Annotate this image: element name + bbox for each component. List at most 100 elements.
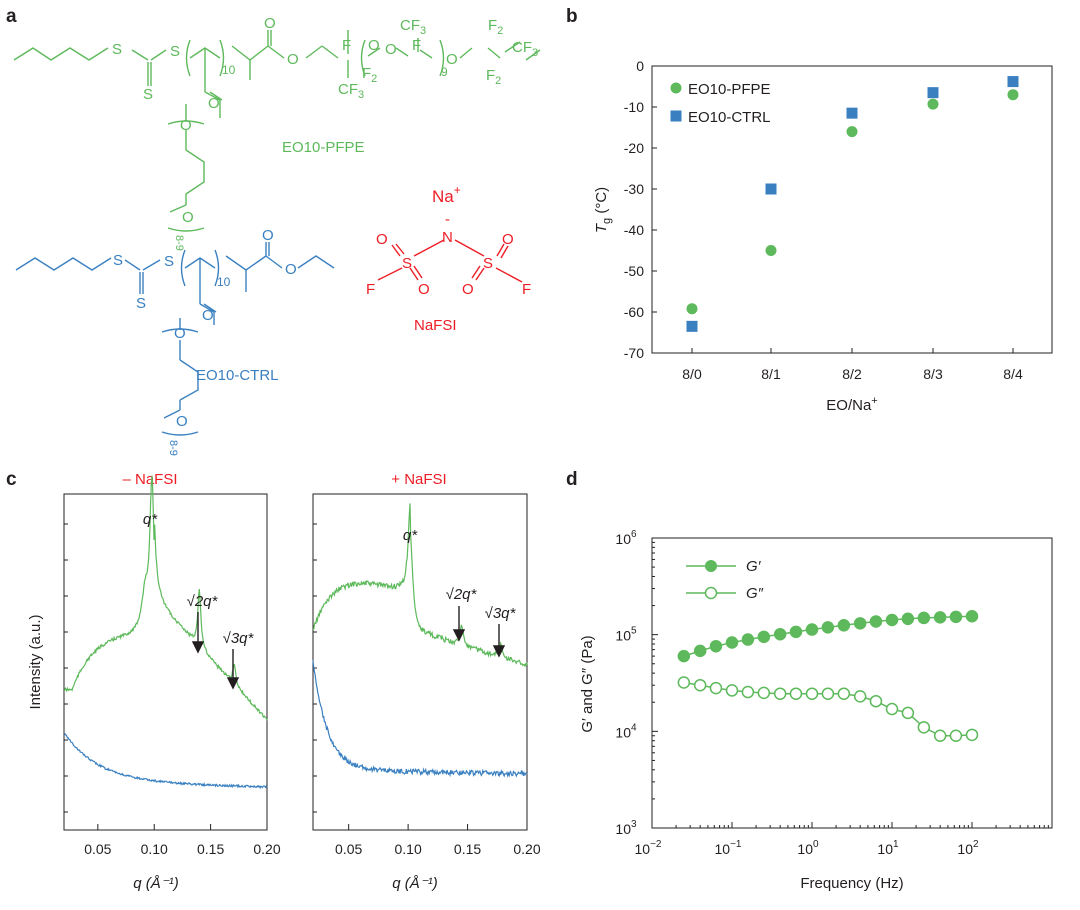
b-xlabel-main: EO/Na	[826, 397, 872, 414]
d-g1-point	[725, 636, 739, 649]
pfpe-s3: S	[170, 43, 180, 60]
ctrl-s1: S	[113, 252, 123, 269]
ctrl-atoms: S S S 10 O O O O O 8-9	[113, 227, 297, 456]
d-g2-point	[821, 687, 835, 700]
nafsi-name: NaFSI	[414, 317, 457, 334]
pfpe-f2-1-2: 2	[371, 73, 377, 85]
nafsi-s2: S	[483, 255, 493, 272]
pfpe-f2-1: F2	[362, 65, 377, 85]
d-g2-point	[869, 694, 883, 708]
d-y-tick-label: 105	[615, 626, 637, 644]
d-x-tick-exp: 1	[893, 839, 899, 850]
nafsi-n-minus: -	[445, 211, 450, 228]
pfpe-cf3-2-cf: CF	[400, 17, 420, 34]
c-arrowhead-right-sqrt3	[492, 645, 506, 658]
d-g2-point	[677, 676, 691, 689]
pfpe-s1: S	[112, 41, 122, 58]
c-right-x-tick-label: 0.20	[513, 841, 540, 857]
b-y-tick-label: -40	[624, 222, 644, 238]
d-y-tick-exp: 5	[631, 626, 637, 637]
d-x-tick-exp: 2	[973, 839, 979, 850]
c-left-title: – NaFSI	[122, 471, 177, 488]
d-x-tick-base: 10	[877, 841, 893, 857]
d-g1-point	[677, 649, 691, 663]
b-pfpe-point	[686, 303, 698, 315]
pfpe-sub-9: 9	[441, 65, 448, 79]
d-g2-point	[789, 687, 803, 700]
b-ylabel-unit: (°C)	[593, 187, 610, 218]
pfpe-f2-2: F2	[488, 17, 503, 37]
nafsi-structure	[377, 239, 523, 283]
d-g2-point	[901, 706, 915, 720]
b-y-ticks: 0 -10 -20 -30 -40 -50 -60 -70	[624, 58, 657, 361]
c-left-x-axis-label: q (Å⁻¹)	[133, 875, 178, 892]
nafsi-n: N	[442, 229, 453, 246]
d-x-tick-exp: −1	[730, 839, 742, 850]
b-data-marks	[686, 76, 1019, 332]
ctrl-structure	[15, 242, 335, 436]
d-g1-point	[789, 625, 803, 639]
nafsi-na-symbol: Na	[432, 187, 454, 206]
nafsi-f2: F	[522, 281, 531, 298]
c-right-pfpe-curve	[312, 503, 528, 668]
d-legend-marker-g1	[705, 560, 717, 572]
d-g2-point	[773, 687, 787, 700]
c-left-x-tick-label: 0.05	[84, 841, 111, 857]
ctrl-sub-10: 10	[217, 275, 231, 289]
b-x-tick-label: 8/4	[1003, 366, 1023, 382]
pfpe-f2: F	[412, 37, 421, 54]
ctrl-o3: O	[174, 325, 186, 342]
d-g2-point	[805, 687, 819, 700]
d-g1-point	[709, 639, 723, 653]
c-left-sqrt2-label: √2q*	[187, 593, 219, 610]
d-x-axis-label: Frequency (Hz)	[800, 875, 903, 892]
d-g2-point	[885, 702, 899, 716]
c-arrowhead-left-sqrt2	[191, 641, 205, 654]
d-g1-point	[693, 644, 707, 658]
d-y-tick-base: 10	[615, 821, 631, 837]
b-pfpe-point	[1007, 89, 1019, 101]
pfpe-name: EO10-PFPE	[282, 139, 365, 156]
d-g2-point	[693, 678, 707, 692]
d-g1-point	[773, 627, 787, 641]
pfpe-f2-3: F2	[486, 67, 501, 87]
pfpe-o8: O	[182, 209, 194, 226]
pfpe-cf3-2: CF3	[400, 17, 426, 37]
pfpe-structure	[13, 30, 541, 232]
b-ctrl-point	[1007, 76, 1019, 88]
d-x-tick-base: 10	[635, 841, 651, 857]
panel-b: 0 -10 -20 -30 -40 -50 -60 -70 8/0 8/1 8/2 8/3 8/4 E…	[593, 58, 1053, 414]
pfpe-o5: O	[446, 51, 458, 68]
b-x-axis-label: EO/Na+	[826, 395, 877, 414]
d-g1-point	[821, 621, 835, 634]
b-x-ticks: 8/0 8/1 8/2 8/3 8/4	[682, 348, 1023, 382]
d-y-tick-base: 10	[615, 724, 631, 740]
b-legend-pfpe: EO10-PFPE	[688, 81, 771, 98]
d-g1-point	[741, 633, 755, 646]
pfpe-o1: O	[264, 15, 276, 32]
d-x-tick-base: 10	[797, 841, 813, 857]
d-g1-point	[853, 617, 867, 630]
c-right-sqrt3-label: √3q*	[485, 605, 517, 622]
pfpe-f2-3-2: 2	[495, 75, 501, 87]
c-y-axis-label: Intensity (a.u.)	[27, 614, 44, 709]
d-x-tick-label: 101	[877, 839, 899, 857]
pfpe-o2: O	[287, 51, 299, 68]
d-y-tick-label: 103	[615, 819, 637, 837]
d-x-tick-label: 102	[957, 839, 979, 857]
pfpe-o3: O	[368, 37, 380, 54]
panel-label-c: c	[6, 469, 17, 490]
pfpe-cf3-3-cf: CF	[512, 39, 532, 56]
nafsi-o2: O	[418, 281, 430, 298]
d-g2-point	[949, 729, 963, 743]
d-x-tick-label: 100	[797, 839, 819, 857]
d-y-axis-label: G′ and G″ (Pa)	[579, 635, 596, 732]
d-data-marks	[677, 610, 979, 743]
pfpe-f2-2-f: F	[488, 17, 497, 34]
b-legend-marker-pfpe	[670, 82, 682, 94]
d-y-tick-exp: 3	[631, 819, 637, 830]
c-right-sqrt2-label: √2q*	[446, 586, 478, 603]
pfpe-o4: O	[385, 41, 397, 58]
